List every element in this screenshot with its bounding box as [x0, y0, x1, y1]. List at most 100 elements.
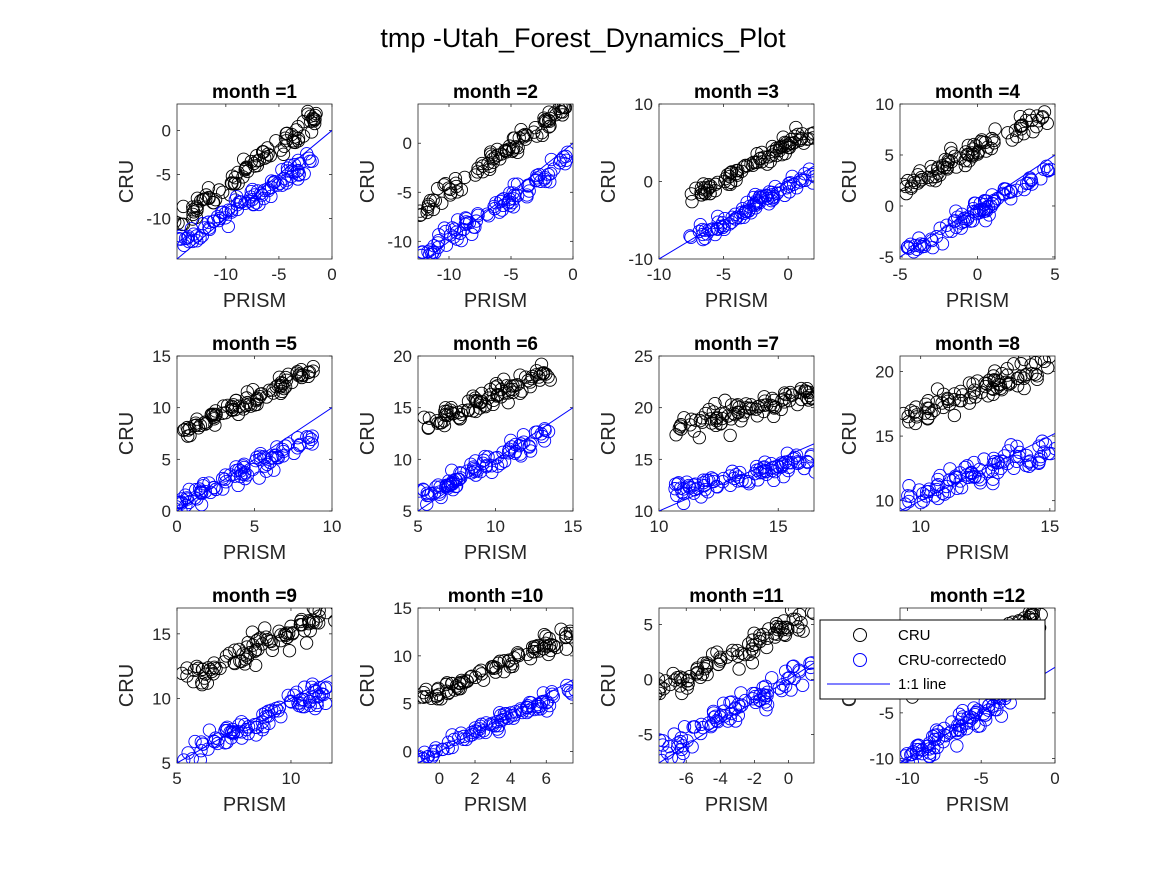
cru-point — [666, 666, 680, 681]
cru-point — [312, 608, 326, 617]
corrected-point — [671, 736, 685, 750]
cru-point — [778, 620, 793, 634]
cru-point — [225, 169, 240, 183]
y-tick-label: -10 — [146, 209, 171, 228]
corrected-point — [201, 742, 215, 756]
cru-point — [804, 391, 814, 405]
cru-point — [782, 140, 797, 155]
corrected-point — [759, 703, 773, 717]
cru-point — [1038, 338, 1050, 350]
corrected-point — [556, 150, 571, 164]
cru-point — [1003, 376, 1018, 390]
legend-line-label: 1:1 line — [898, 676, 946, 693]
cru-point — [724, 165, 738, 180]
corrected-point — [1022, 459, 1036, 473]
corrected-point — [916, 486, 930, 501]
cru-point — [514, 123, 528, 137]
corrected-point — [789, 448, 804, 462]
corrected-point — [177, 495, 185, 509]
cru-point — [529, 364, 544, 378]
cru-point — [249, 658, 263, 672]
corrected-point — [465, 227, 479, 241]
cru-point — [463, 670, 478, 684]
corrected-point — [967, 470, 982, 484]
cru-point — [956, 388, 970, 402]
corrected-point — [912, 239, 927, 253]
corrected-point — [1017, 182, 1031, 197]
subplot-month-4: month =4 -5 0 5 -5 0 5 10 PRISM CRU — [839, 82, 1060, 312]
corrected-point — [290, 164, 304, 178]
y-tick-label: 0 — [403, 743, 412, 762]
cru-point — [212, 183, 226, 197]
corrected-point — [956, 710, 970, 724]
cru-point — [258, 151, 272, 165]
corrected-point — [804, 656, 814, 670]
corrected-point — [230, 202, 245, 217]
y-tick-label: 15 — [634, 450, 653, 469]
cru-point — [542, 114, 557, 129]
cru-point — [734, 414, 748, 428]
corrected-point — [927, 741, 941, 755]
corrected-point — [925, 233, 939, 248]
corrected-point — [711, 209, 725, 224]
cru-point — [738, 647, 752, 662]
plot-area — [659, 120, 814, 259]
corrected-point — [433, 480, 447, 494]
legend-corrected-label: CRU-corrected0 — [898, 652, 1006, 669]
corrected-point — [194, 735, 208, 749]
cru-point — [944, 141, 958, 156]
corrected-point — [981, 464, 995, 478]
y-tick-label: 10 — [634, 95, 653, 114]
x-tick-label: 15 — [1040, 517, 1059, 536]
corrected-point — [723, 478, 738, 492]
x-tick-label: -10 — [647, 265, 672, 284]
corrected-point — [954, 481, 969, 495]
y-tick-label: -5 — [397, 183, 412, 202]
corrected-point — [422, 488, 436, 502]
corrected-point — [903, 761, 911, 763]
cru-point — [922, 401, 936, 416]
corrected-point — [449, 479, 464, 493]
cru-point — [753, 628, 767, 642]
cru-point — [789, 120, 803, 135]
corrected-point — [1040, 163, 1055, 177]
cru-point — [489, 377, 503, 391]
cru-point — [507, 651, 521, 665]
cru-point — [433, 416, 447, 430]
cru-point — [718, 406, 732, 421]
cru-point — [759, 640, 774, 655]
corrected-point — [195, 229, 210, 243]
cru-point — [204, 408, 219, 422]
corrected-point — [807, 170, 814, 184]
cru-point — [953, 393, 967, 408]
corrected-point — [524, 437, 538, 451]
cru-point — [285, 127, 299, 142]
corrected-point — [280, 164, 295, 178]
cru-point — [278, 380, 293, 394]
y-axis-label: CRU — [357, 412, 379, 455]
corrected-point — [774, 456, 789, 470]
x-axis-label: PRISM — [223, 290, 286, 312]
y-tick-label: 20 — [393, 347, 412, 366]
subplot-title: month =9 — [212, 586, 297, 607]
figure-title: tmp -Utah_Forest_Dynamics_Plot — [380, 23, 786, 53]
corrected-point — [257, 719, 271, 734]
corrected-point — [218, 468, 233, 482]
cru-point — [180, 661, 194, 675]
cru-point — [272, 370, 287, 384]
y-tick-label: 10 — [152, 399, 171, 418]
x-tick-label: -5 — [503, 265, 518, 284]
corrected-point — [445, 463, 459, 477]
corrected-point — [986, 699, 1000, 713]
cru-point — [303, 624, 317, 638]
corrected-point — [724, 706, 738, 721]
cru-point — [785, 388, 799, 402]
corrected-point — [453, 226, 467, 240]
cru-point — [505, 144, 519, 159]
cru-point — [294, 618, 308, 632]
cru-point — [681, 673, 695, 688]
corrected-point — [241, 720, 256, 734]
corrected-point — [1024, 173, 1038, 187]
corrected-point — [935, 237, 950, 251]
cru-point — [228, 656, 242, 671]
